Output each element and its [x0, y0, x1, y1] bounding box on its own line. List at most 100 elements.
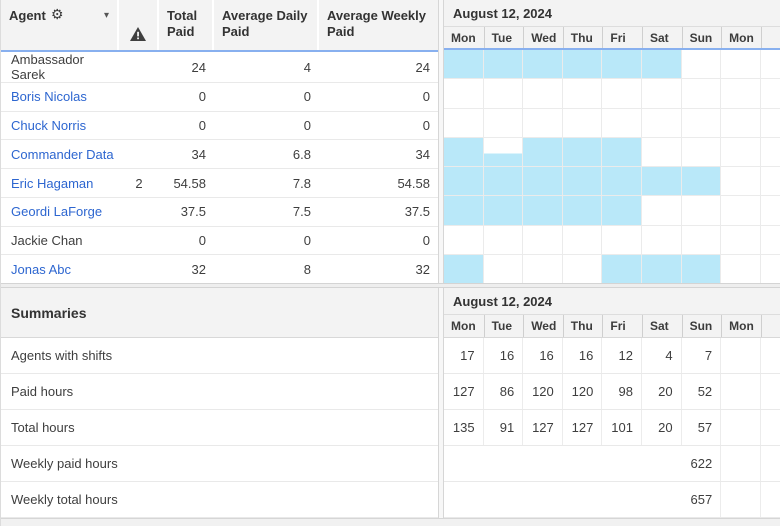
shift-cell[interactable] — [484, 108, 524, 137]
shift-cell[interactable] — [721, 79, 761, 108]
shift-cell[interactable] — [523, 50, 563, 79]
shift-cell[interactable] — [523, 137, 563, 166]
shift-cell[interactable] — [641, 254, 682, 283]
summaries-title: Summaries — [1, 288, 438, 338]
shift-cell[interactable] — [563, 225, 603, 254]
shift-cell[interactable] — [563, 254, 603, 283]
shift-cell[interactable] — [562, 196, 603, 225]
agent-name[interactable]: Jonas Abc — [11, 261, 71, 277]
shift-cell[interactable] — [642, 79, 682, 108]
shift-cell[interactable] — [444, 254, 484, 283]
summaries-table: Summaries Agents with shifts Paid hours … — [1, 288, 438, 518]
shift-cell[interactable] — [602, 254, 642, 283]
chevron-down-icon[interactable]: ▾ — [103, 10, 109, 21]
shift-cell[interactable] — [682, 108, 722, 137]
avg-daily-paid-value: 4 — [303, 59, 311, 75]
shift-cell[interactable] — [562, 167, 603, 196]
avg-daily-paid-value: 0 — [303, 89, 311, 105]
shift-cell[interactable] — [444, 137, 484, 166]
shift-cell[interactable] — [483, 137, 524, 166]
shift-cell[interactable] — [642, 137, 682, 166]
shift-cell[interactable] — [681, 254, 722, 283]
agent-column-header[interactable]: Agent ⚙ ▾ — [1, 0, 119, 50]
shift-cell[interactable] — [642, 108, 682, 137]
agent-row: Eric Hagaman 2 54.58 7.8 54.58 — [1, 169, 438, 198]
shift-cell[interactable] — [721, 108, 761, 137]
agent-name[interactable]: Chuck Norris — [11, 118, 87, 134]
shift-cell[interactable] — [483, 50, 524, 79]
shift-cell[interactable] — [602, 196, 642, 225]
summary-value: 57 — [682, 410, 722, 445]
shift-cell[interactable] — [641, 167, 682, 196]
shift-cell[interactable] — [562, 137, 603, 166]
shift-cell[interactable] — [444, 79, 484, 108]
day-header: Fri — [602, 315, 642, 337]
shift-cell[interactable] — [523, 254, 563, 283]
shift-cell[interactable] — [602, 137, 642, 166]
grid-filler — [761, 446, 780, 481]
weekly-summary-value: 622 — [444, 446, 722, 481]
gear-icon[interactable]: ⚙ — [50, 7, 64, 23]
total-paid-value: 0 — [198, 118, 206, 134]
warning-triangle-icon — [130, 27, 146, 41]
shift-cell[interactable] — [562, 50, 603, 79]
agent-row: Jackie Chan 0 0 0 — [1, 227, 438, 256]
shift-cell[interactable] — [721, 167, 761, 196]
shift-cell[interactable] — [444, 108, 484, 137]
shift-cell[interactable] — [682, 79, 722, 108]
summary-value: 20 — [642, 410, 682, 445]
shift-cell[interactable] — [483, 167, 524, 196]
agent-name[interactable]: Commander Data — [11, 146, 114, 162]
agent-name[interactable]: Eric Hagaman — [11, 175, 94, 191]
summary-value: 17 — [444, 338, 484, 373]
day-header-row: Mon Tue Wed Thu Fri Sat Sun Mon — [444, 315, 780, 338]
shift-cell[interactable] — [484, 79, 524, 108]
shift-cell[interactable] — [642, 196, 682, 225]
shift-cell[interactable] — [721, 225, 761, 254]
shift-cell[interactable] — [484, 254, 524, 283]
summary-value: 127 — [523, 410, 563, 445]
shift-cell[interactable] — [602, 108, 642, 137]
shift-cell[interactable] — [484, 225, 524, 254]
shift-cell[interactable] — [602, 225, 642, 254]
avg-weekly-paid-value: 0 — [422, 89, 430, 105]
shift-cell[interactable] — [721, 196, 761, 225]
shift-cell[interactable] — [523, 108, 563, 137]
vertical-divider — [438, 288, 444, 518]
day-header-filler — [760, 27, 780, 48]
shift-cell[interactable] — [563, 108, 603, 137]
agent-name[interactable]: Geordi LaForge — [11, 204, 103, 220]
shift-cell[interactable] — [641, 50, 682, 79]
total-paid-value: 32 — [191, 261, 206, 277]
shift-cell[interactable] — [523, 225, 563, 254]
shift-cell[interactable] — [444, 225, 484, 254]
shift-cell[interactable] — [523, 79, 563, 108]
shift-cell[interactable] — [642, 225, 682, 254]
shift-cell[interactable] — [681, 167, 722, 196]
summary-value: 4 — [642, 338, 682, 373]
shift-cell[interactable] — [721, 50, 761, 79]
shift-cell[interactable] — [602, 79, 642, 108]
schedule-row — [444, 225, 780, 255]
shift-cell[interactable] — [523, 196, 563, 225]
shift-cell[interactable] — [444, 167, 484, 196]
shift-cell[interactable] — [602, 50, 642, 79]
avg-weekly-paid-value: 0 — [422, 232, 430, 248]
shift-cell[interactable] — [682, 50, 722, 79]
shift-cell[interactable] — [602, 167, 642, 196]
vertical-divider — [438, 0, 444, 283]
shift-cell[interactable] — [523, 167, 563, 196]
agent-row: Ambassador Sarek 24 4 24 — [1, 52, 438, 83]
agent-name[interactable]: Boris Nicolas — [11, 89, 87, 105]
schedule-grid — [444, 50, 780, 283]
shift-cell[interactable] — [444, 196, 484, 225]
shift-cell[interactable] — [682, 225, 722, 254]
shift-cell[interactable] — [483, 196, 524, 225]
shift-cell[interactable] — [721, 137, 761, 166]
shift-cell[interactable] — [721, 254, 761, 283]
shift-cell[interactable] — [682, 137, 722, 166]
shift-cell[interactable] — [682, 196, 722, 225]
summary-value: 7 — [682, 338, 722, 373]
shift-cell[interactable] — [563, 79, 603, 108]
shift-cell[interactable] — [444, 50, 484, 79]
